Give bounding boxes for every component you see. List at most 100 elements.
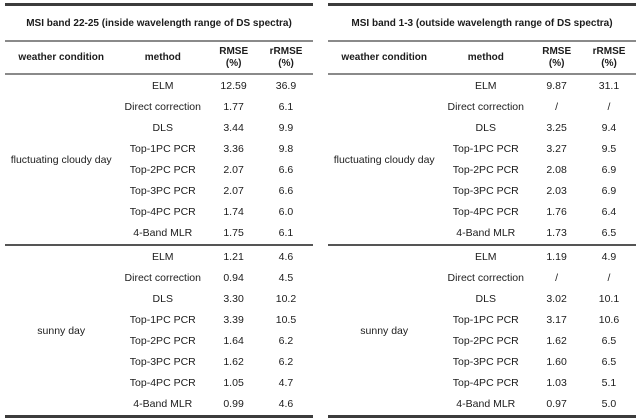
rrmse-cell: 6.6	[278, 164, 294, 177]
table-row: Top-3PC PCR 2.03 6.9	[440, 181, 636, 202]
method-cell: DLS	[475, 121, 496, 134]
rmse-cell: 1.21	[223, 250, 244, 263]
table-row: Top-4PC PCR 1.03 5.1	[440, 373, 636, 394]
group-rows: ELM 1.21 4.6 Direct correction 0.94 4.5 DLS 3.3…	[117, 246, 313, 415]
method-cell: Top-2PC PCR	[452, 164, 519, 177]
group-fluctuating-cloudy-day: fluctuating cloudy day ELM 9.87 31.1 Direct…	[328, 75, 636, 246]
table-row: ELM 12.59 36.9	[117, 75, 313, 96]
method-cell: Top-2PC PCR	[129, 164, 196, 177]
table-row: Top-3PC PCR 1.62 6.2	[117, 352, 313, 373]
table-row: DLS 3.44 9.9	[117, 117, 313, 138]
rmse-cell: 2.07	[223, 185, 244, 198]
group-rows: ELM 9.87 31.1 Direct correction / / DLS 3.25 9.4…	[440, 75, 636, 244]
table-row: Top-2PC PCR 1.64 6.2	[117, 331, 313, 352]
rrmse-cell: 9.5	[601, 142, 617, 155]
rrmse-cell: 10.6	[598, 313, 620, 326]
table-row: Top-2PC PCR 2.07 6.6	[117, 160, 313, 181]
table-row: 4-Band MLR 0.99 4.6	[117, 394, 313, 415]
method-cell: 4-Band MLR	[456, 398, 516, 411]
rmse-cell: 3.39	[223, 313, 244, 326]
column-headers: weather condition method RMSE (%) rRMSE …	[328, 42, 636, 75]
rrmse-cell: 5.1	[601, 377, 617, 390]
rrmse-cell: 6.9	[601, 164, 617, 177]
method-cell: ELM	[151, 250, 174, 263]
rrmse-cell: 4.9	[601, 250, 617, 263]
method-cell: Top-3PC PCR	[452, 356, 519, 369]
table-row: DLS 3.30 10.2	[117, 288, 313, 309]
rrmse-cell: 9.4	[601, 121, 617, 134]
weather-condition-cell: sunny day	[37, 324, 86, 337]
rmse-cell: 1.77	[223, 100, 244, 113]
rmse-cell: 1.73	[546, 227, 567, 240]
group-sunny-day: sunny day ELM 1.21 4.6 Direct correction 0.9…	[5, 246, 313, 415]
rmse-cell: 1.76	[546, 206, 567, 219]
weather-condition-cell: sunny day	[360, 324, 409, 337]
rmse-cell: 3.44	[223, 121, 244, 134]
rrmse-cell: /	[607, 100, 611, 113]
column-headers: weather condition method RMSE (%) rRMSE …	[5, 42, 313, 75]
table-row: 4-Band MLR 1.75 6.1	[117, 223, 313, 244]
rrmse-cell: 9.8	[278, 142, 294, 155]
method-cell: Top-1PC PCR	[129, 142, 196, 155]
rmse-cell: 1.05	[223, 377, 244, 390]
rmse-cell: 1.74	[223, 206, 244, 219]
method-cell: Top-1PC PCR	[129, 313, 196, 326]
rmse-cell: 0.94	[223, 271, 244, 284]
rrmse-cell: 9.9	[278, 121, 294, 134]
rrmse-cell: 4.5	[278, 271, 294, 284]
table-row: Direct correction 0.94 4.5	[117, 267, 313, 288]
method-cell: Top-3PC PCR	[129, 356, 196, 369]
method-cell: Top-2PC PCR	[452, 335, 519, 348]
method-cell: ELM	[474, 79, 497, 92]
table-row: 4-Band MLR 1.73 6.5	[440, 223, 636, 244]
group-sunny-day: sunny day ELM 1.19 4.9 Direct correction / / D…	[328, 246, 636, 415]
table-row: Top-1PC PCR 3.36 9.8	[117, 138, 313, 159]
rmse-cell: 1.64	[223, 335, 244, 348]
rrmse-cell: 6.5	[601, 227, 617, 240]
column-header-weather-condition: weather condition	[18, 51, 104, 63]
rmse-cell: 3.36	[223, 142, 244, 155]
method-cell: ELM	[474, 250, 497, 263]
table-row: ELM 1.21 4.6	[117, 246, 313, 267]
rrmse-cell: 6.5	[601, 356, 617, 369]
rmse-cell: 3.17	[546, 313, 567, 326]
method-cell: DLS	[152, 121, 173, 134]
rmse-cell: /	[555, 271, 559, 284]
method-cell: Top-4PC PCR	[129, 206, 196, 219]
method-cell: DLS	[475, 292, 496, 305]
table-row: Top-4PC PCR 1.05 4.7	[117, 373, 313, 394]
table-row: Direct correction / /	[440, 267, 636, 288]
method-cell: Top-3PC PCR	[452, 185, 519, 198]
table-msi-band-1-3: MSI band 1-3 (outside wavelength range o…	[328, 3, 636, 418]
rrmse-cell: 36.9	[275, 79, 297, 92]
rmse-cell: 0.99	[223, 398, 244, 411]
rmse-cell: 9.87	[546, 79, 567, 92]
method-cell: Direct correction	[124, 100, 201, 113]
table-row: DLS 3.02 10.1	[440, 288, 636, 309]
rmse-cell: 1.03	[546, 377, 567, 390]
rrmse-cell: 31.1	[598, 79, 620, 92]
method-cell: Direct correction	[447, 271, 524, 284]
table-row: ELM 1.19 4.9	[440, 246, 636, 267]
table-row: ELM 9.87 31.1	[440, 75, 636, 96]
rmse-cell: 3.30	[223, 292, 244, 305]
table-row: DLS 3.25 9.4	[440, 117, 636, 138]
column-header-rmse: RMSE (%)	[219, 46, 249, 69]
rrmse-cell: 6.6	[278, 185, 294, 198]
table-row: Direct correction 1.77 6.1	[117, 96, 313, 117]
method-cell: Top-1PC PCR	[452, 313, 519, 326]
table-row: Top-3PC PCR 2.07 6.6	[117, 181, 313, 202]
table-row: Top-2PC PCR 2.08 6.9	[440, 160, 636, 181]
rrmse-cell: 4.6	[278, 250, 294, 263]
rmse-cell: 3.27	[546, 142, 567, 155]
method-cell: Top-1PC PCR	[452, 142, 519, 155]
weather-condition-cell: fluctuating cloudy day	[10, 153, 112, 166]
table-row: Direct correction / /	[440, 96, 636, 117]
rmse-cell: 0.97	[546, 398, 567, 411]
table-row: Top-1PC PCR 3.39 10.5	[117, 309, 313, 330]
table-row: 4-Band MLR 0.97 5.0	[440, 394, 636, 415]
table-row: Top-1PC PCR 3.27 9.5	[440, 138, 636, 159]
table-title: MSI band 22-25 (inside wavelength range …	[5, 6, 313, 42]
group-fluctuating-cloudy-day: fluctuating cloudy day ELM 12.59 36.9 Direc…	[5, 75, 313, 246]
